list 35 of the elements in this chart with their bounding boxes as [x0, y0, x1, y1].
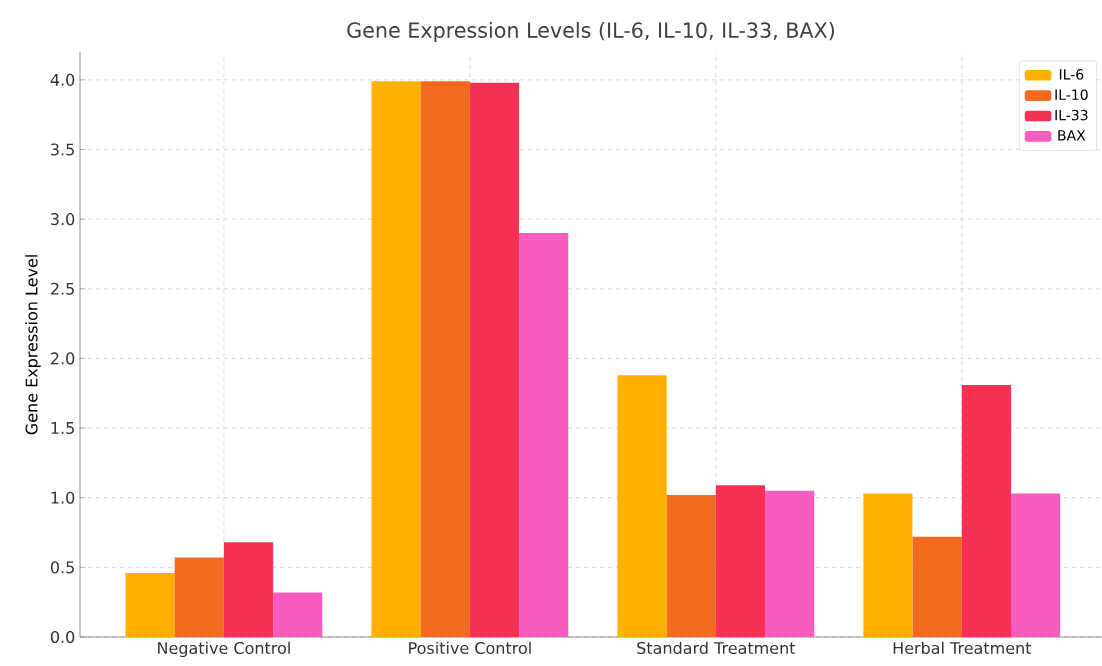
legend-label: IL-6 — [1059, 69, 1084, 80]
y-tick-label: 3.0 — [51, 213, 75, 226]
y-tick-label: 4.0 — [50, 73, 75, 86]
bar — [420, 81, 470, 637]
y-axis-title: Gene Expression Level — [25, 255, 41, 435]
y-tick-label: 0.5 — [50, 561, 74, 574]
bar — [273, 592, 323, 637]
bar — [715, 485, 766, 637]
bar — [371, 81, 421, 637]
legend-label: BAX — [1058, 130, 1086, 141]
x-tick-label: Herbal Treatment — [893, 641, 1032, 655]
bar — [765, 490, 815, 637]
bar — [666, 494, 716, 637]
bar — [125, 572, 175, 637]
x-tick-label: Positive Control — [409, 641, 531, 655]
bar — [961, 384, 1011, 637]
bar — [617, 375, 667, 637]
y-tick-label: 1.0 — [51, 491, 75, 504]
y-tick-label: 0.0 — [50, 630, 75, 644]
bar — [223, 542, 274, 637]
y-tick-label: 2.0 — [51, 352, 75, 365]
y-tick-label: 3.5 — [51, 143, 74, 156]
y-tick-label: 2.5 — [51, 282, 74, 295]
x-tick-label: Standard Treatment — [637, 641, 796, 655]
x-tick-label: Negative Control — [158, 641, 290, 658]
legend-label: IL-33 — [1055, 109, 1088, 121]
bar — [469, 82, 520, 637]
bar — [863, 493, 913, 637]
bar — [912, 536, 962, 637]
bar — [174, 557, 224, 637]
bar — [1011, 493, 1061, 637]
chart-title: Gene Expression Levels (IL-6, IL-10, IL-33, BAX) — [347, 21, 835, 42]
y-tick-label: 1.5 — [51, 422, 74, 435]
legend-label: IL-10 — [1055, 89, 1088, 100]
bar — [519, 233, 569, 637]
